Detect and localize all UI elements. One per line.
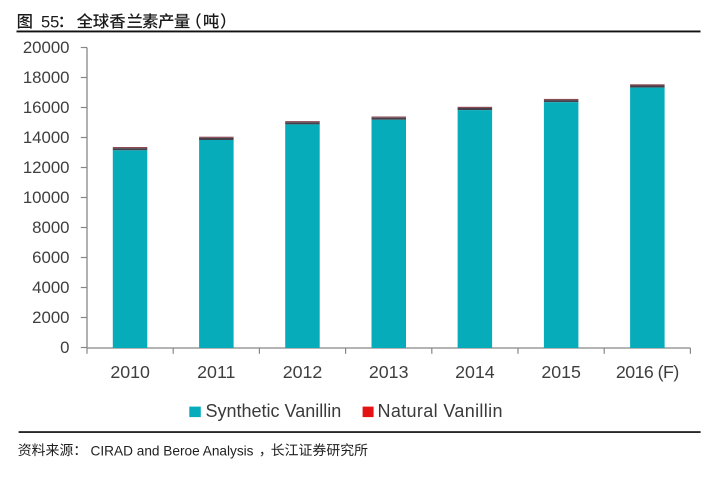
svg-text:6000: 6000	[32, 248, 69, 267]
svg-text:0: 0	[60, 338, 69, 357]
svg-text:2012: 2012	[283, 362, 323, 382]
svg-text:10000: 10000	[23, 188, 70, 207]
svg-text:14000: 14000	[23, 128, 70, 147]
svg-text:4000: 4000	[32, 278, 69, 297]
svg-text:2010: 2010	[110, 362, 150, 382]
svg-text:2013: 2013	[369, 362, 409, 382]
svg-text:Synthetic Vanillin: Synthetic Vanillin	[206, 401, 342, 421]
svg-text:2011: 2011	[197, 362, 235, 382]
svg-text:12000: 12000	[23, 158, 70, 177]
svg-text:20000: 20000	[23, 38, 70, 57]
svg-text:2016 (F): 2016 (F)	[616, 362, 679, 382]
svg-text:2000: 2000	[32, 308, 69, 327]
svg-text:2014: 2014	[455, 362, 495, 382]
svg-text:55: 55	[41, 13, 59, 31]
svg-text:Natural Vanillin: Natural Vanillin	[378, 401, 503, 421]
svg-text:16000: 16000	[23, 98, 70, 117]
svg-text:18000: 18000	[23, 68, 70, 87]
svg-text:2015: 2015	[541, 362, 581, 382]
svg-text:CIRAD and Beroe Analysis: CIRAD and Beroe Analysis	[91, 444, 254, 459]
svg-text:8000: 8000	[32, 218, 69, 237]
